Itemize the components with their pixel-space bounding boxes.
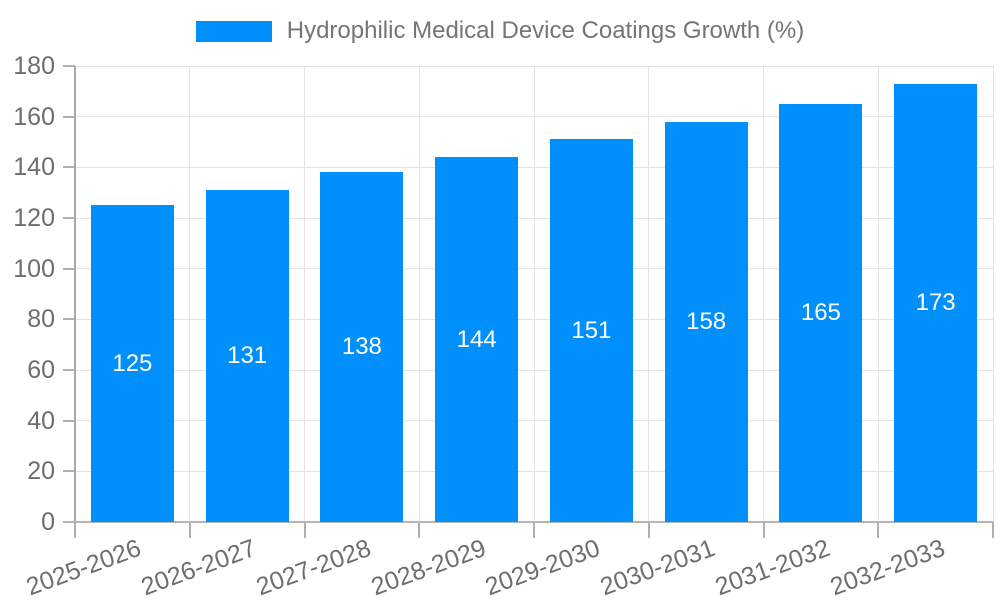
gridline-vertical <box>189 66 191 522</box>
gridline-vertical <box>648 66 650 522</box>
x-axis-tick <box>647 522 650 538</box>
x-axis-tick <box>533 522 535 538</box>
x-axis-tick <box>992 522 994 538</box>
y-axis-tick <box>63 419 75 422</box>
bar-2031-2032[interactable]: 165 <box>779 104 863 522</box>
bar-value-label: 125 <box>112 349 153 377</box>
x-axis-line <box>63 521 993 523</box>
y-axis-line <box>74 66 76 522</box>
y-axis-tick-label: 80 <box>27 305 55 334</box>
y-axis-tick-label: 160 <box>13 102 55 131</box>
y-axis-tick-label: 120 <box>13 204 55 232</box>
gridline-vertical <box>992 66 994 522</box>
bar-value-label: 158 <box>686 307 727 335</box>
plot-area: 0 20 40 60 80 100 120 140 160 180 125 131 138 144 151 1… <box>13 52 994 600</box>
y-axis-tick-label: 0 <box>41 508 55 536</box>
y-axis-tick <box>63 369 75 371</box>
y-axis-tick <box>63 166 75 169</box>
y-axis-tick-label: 180 <box>13 52 55 80</box>
bar-2032-2033[interactable]: 173 <box>894 83 978 522</box>
bar-value-label: 131 <box>227 342 268 370</box>
gridline-vertical <box>304 66 305 522</box>
bar-value-label: 138 <box>341 333 382 361</box>
y-axis-tick-label: 100 <box>13 254 55 283</box>
legend-label: Hydrophilic Medical Device Coatings Grow… <box>286 17 805 44</box>
y-axis-tick <box>63 115 75 118</box>
y-axis-tick-label: 40 <box>27 406 55 435</box>
bar-2029-2030[interactable]: 151 <box>549 139 633 522</box>
y-axis-tick <box>63 267 75 270</box>
bar-2025-2026[interactable]: 125 <box>90 205 174 522</box>
y-axis-tick <box>63 217 75 219</box>
x-axis-tick <box>762 522 765 538</box>
y-axis-tick-label: 60 <box>27 356 55 384</box>
x-axis-tick <box>188 522 191 538</box>
y-axis-tick <box>63 470 75 473</box>
bar-2028-2029[interactable]: 144 <box>435 157 519 522</box>
gridline-vertical <box>763 66 764 522</box>
legend-marker-swatch <box>195 20 272 42</box>
x-axis-tick <box>74 522 76 538</box>
bar-value-label: 165 <box>800 299 841 326</box>
x-axis-tick <box>303 522 306 538</box>
x-axis-tick <box>877 522 880 538</box>
gridline-vertical <box>877 66 879 522</box>
gridline-vertical <box>533 66 535 522</box>
x-axis-tick <box>418 522 421 538</box>
gridline-vertical <box>418 66 420 522</box>
bar-2026-2027[interactable]: 131 <box>205 190 289 522</box>
y-axis-tick <box>63 65 75 67</box>
bar-value-label: 173 <box>915 288 956 316</box>
y-axis-tick-label: 140 <box>13 153 55 182</box>
y-axis-tick-label: 20 <box>27 457 55 486</box>
bar-2030-2031[interactable]: 158 <box>664 121 748 522</box>
bar-value-label: 144 <box>456 325 497 353</box>
chart-legend[interactable]: Hydrophilic Medical Device Coatings Grow… <box>0 17 1000 45</box>
bar-2027-2028[interactable]: 138 <box>320 172 404 522</box>
y-axis-tick <box>63 318 75 321</box>
bar-value-label: 151 <box>571 316 612 344</box>
